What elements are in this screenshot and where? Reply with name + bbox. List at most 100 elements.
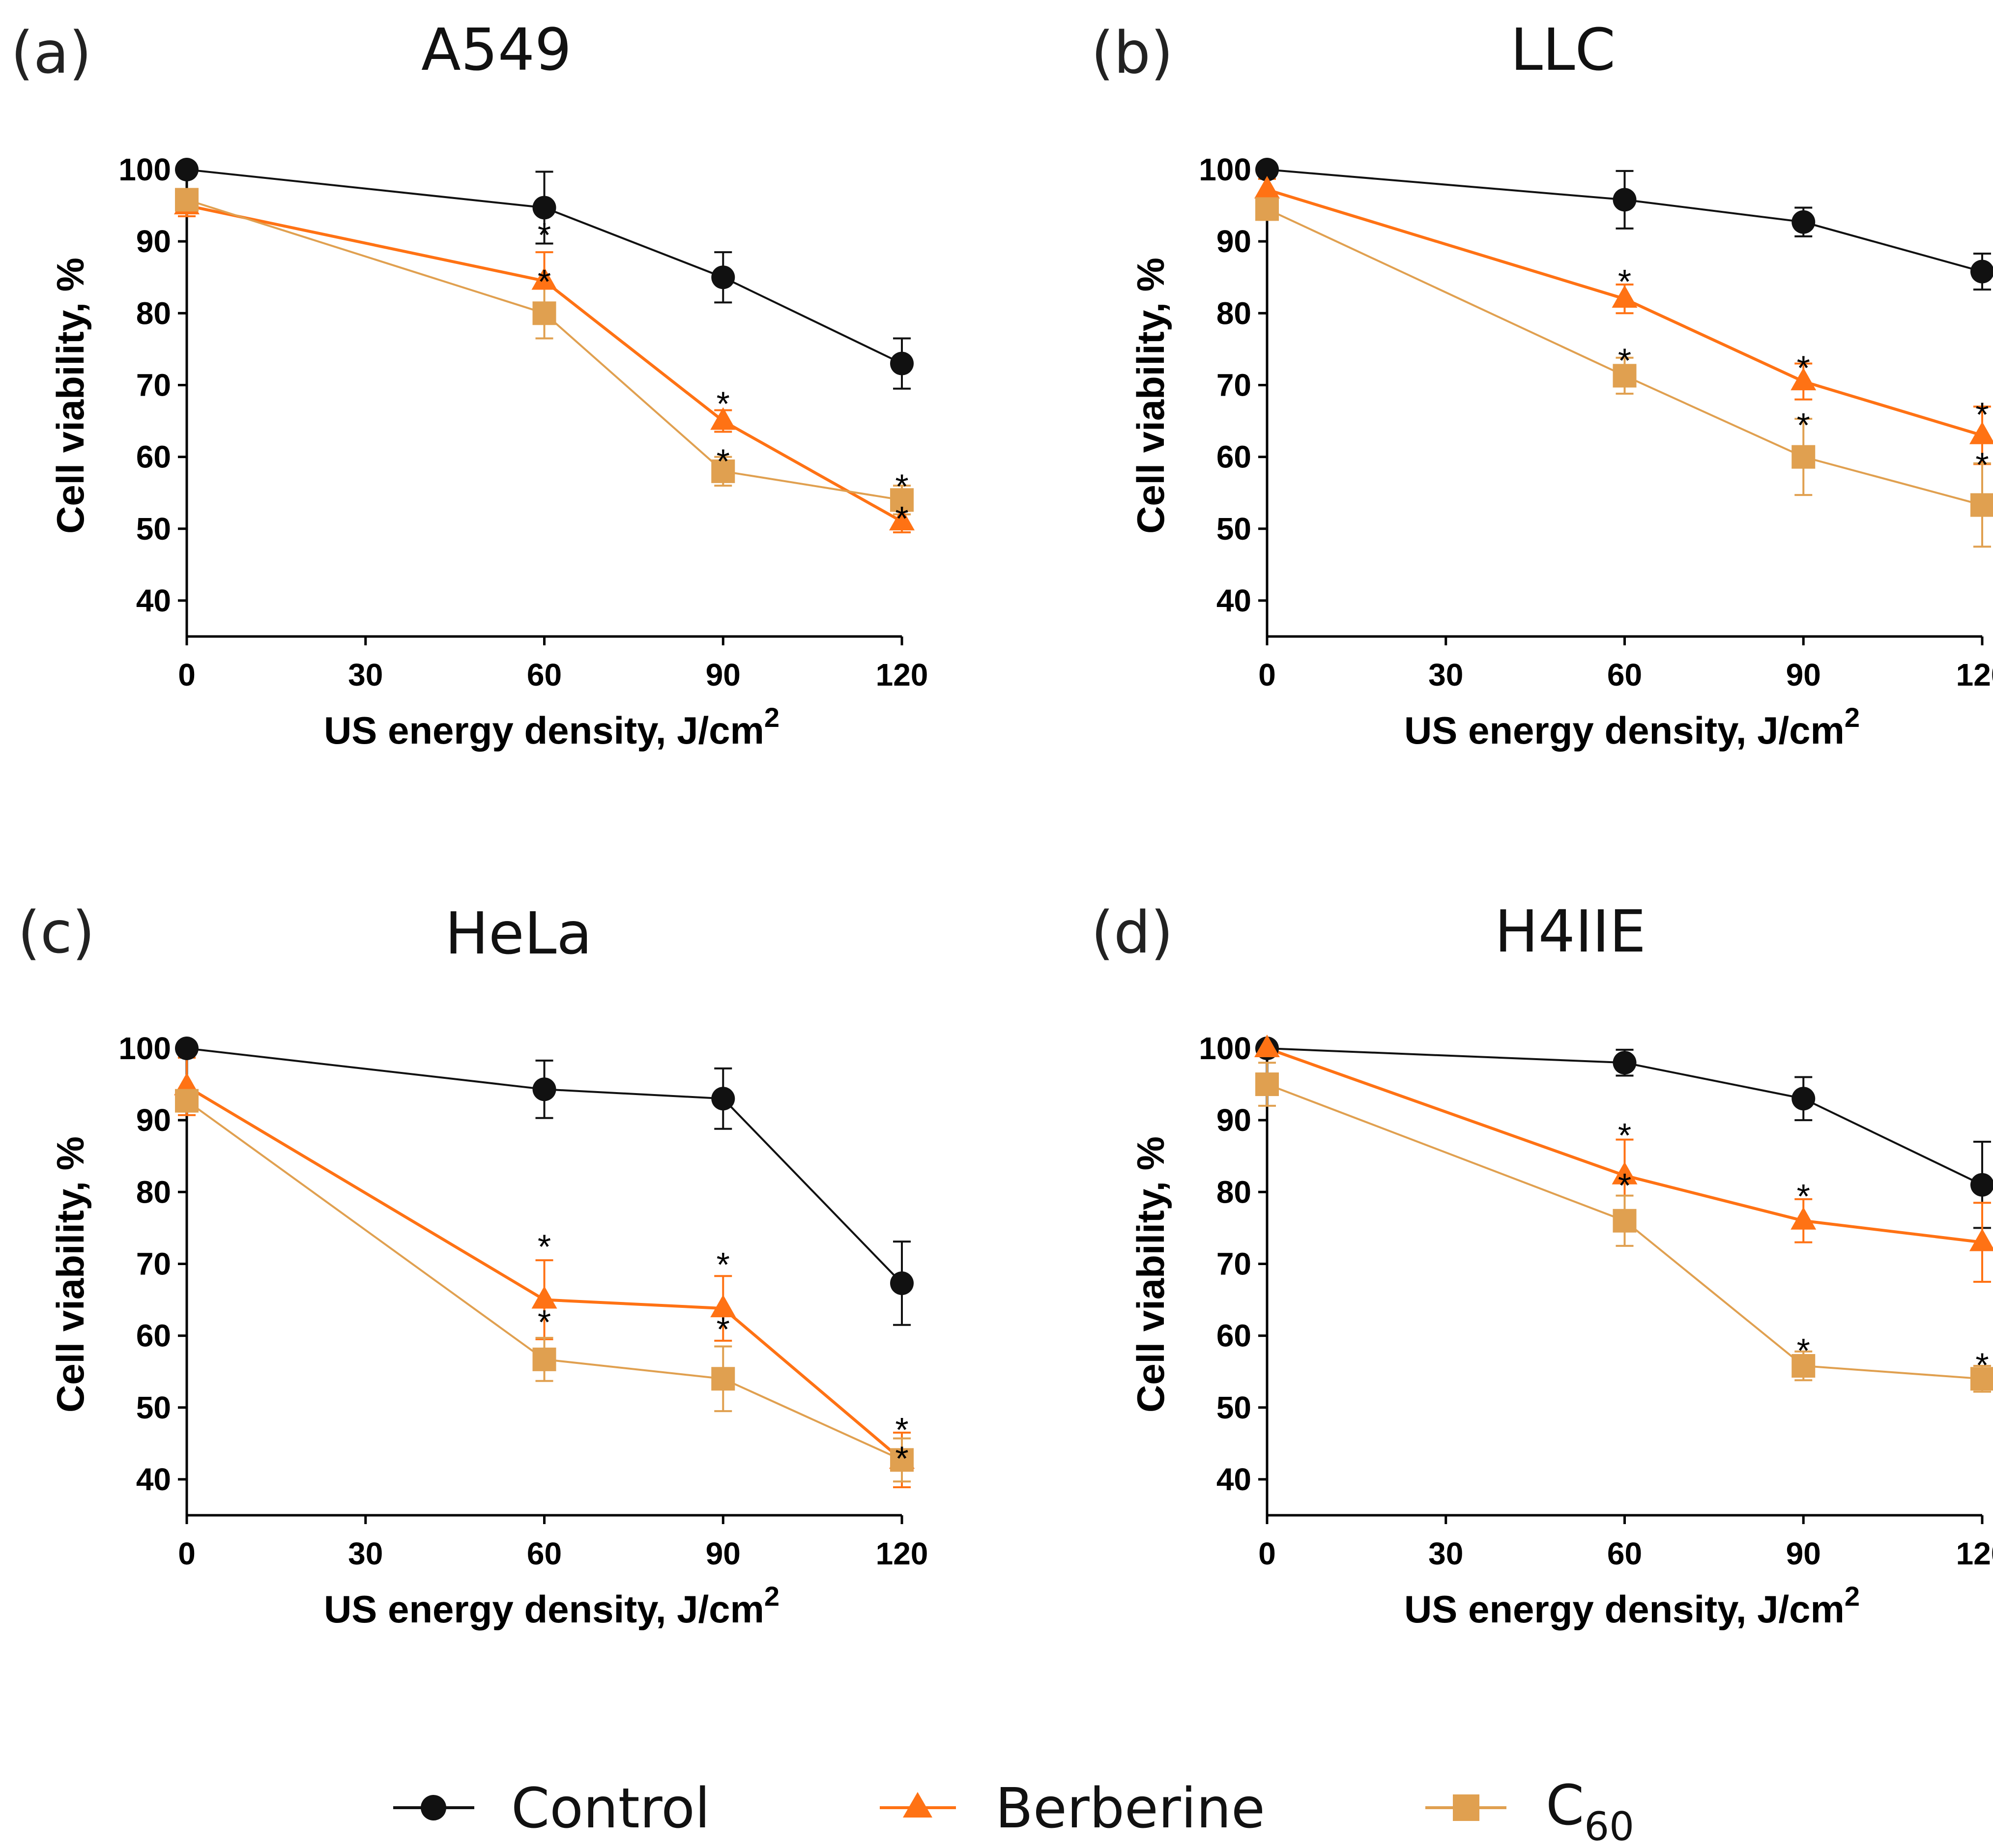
x-axis-label: US energy density, J/cm2	[324, 702, 780, 752]
panel-d: (d) H4IIE 40 50 60 70 80 90 100 0 30 60 90 120 Cell …	[1091, 897, 1993, 1631]
data-point-c60	[1791, 1354, 1816, 1378]
x-tick-label: 120	[1956, 1536, 1993, 1571]
x-axis-label: US energy density, J/cm2	[324, 1581, 780, 1631]
y-tick-label: 60	[1216, 1318, 1251, 1354]
data-point-c60	[1791, 445, 1816, 469]
significance-star: *	[895, 1439, 908, 1477]
y-tick-label: 90	[1216, 1102, 1251, 1138]
x-tick-label: 30	[1428, 657, 1463, 693]
data-point-berberine	[531, 1286, 557, 1309]
x-tick-label: 90	[706, 657, 741, 693]
y-tick-label: 80	[136, 1174, 171, 1210]
y-tick-label: 90	[136, 224, 171, 259]
x-tick-label: 120	[876, 657, 928, 693]
panel-c-title: HeLa	[445, 899, 592, 967]
data-point-control	[1613, 1051, 1637, 1075]
data-point-c60	[1255, 197, 1279, 221]
legend-c60-label: C60	[1546, 1774, 1634, 1848]
series-line-control	[1267, 1047, 1983, 1186]
legend-control-marker	[421, 1795, 446, 1820]
legend-c60-main: C	[1546, 1774, 1584, 1838]
data-point-berberine	[531, 267, 557, 290]
significance-star: *	[538, 216, 551, 254]
series-line-control	[1267, 169, 1983, 273]
series-line-berberine	[1266, 1047, 1983, 1244]
legend-control: Control	[393, 1777, 710, 1841]
x-axis-label-text: US energy density, J/cm	[1404, 709, 1845, 752]
significance-star: *	[1975, 395, 1989, 433]
panel-b-plot: 40 50 60 70 80 90 100 0 30 60 90 120 Cell viability,…	[1129, 152, 1993, 752]
significance-star: *	[717, 384, 730, 423]
x-axis-label-superscript: 2	[764, 1581, 780, 1612]
y-tick-label: 50	[136, 1390, 171, 1425]
legend-c60-marker	[1453, 1794, 1479, 1821]
panel-d-plot: 40 50 60 70 80 90 100 0 30 60 90 120 Cell viability,…	[1129, 1031, 1993, 1631]
y-tick-label: 100	[1199, 1031, 1251, 1066]
significance-star: *	[895, 499, 908, 538]
data-point-berberine	[710, 407, 736, 430]
y-tick-label: 70	[1216, 367, 1251, 403]
significance-star: *	[1975, 446, 1989, 484]
series-line-c60	[186, 1100, 902, 1461]
y-tick-label: 80	[1216, 1174, 1251, 1210]
legend-berberine-marker	[903, 1792, 932, 1818]
x-tick-label: 0	[1258, 1536, 1276, 1571]
data-point-control	[711, 1087, 735, 1111]
y-tick-label: 70	[136, 1246, 171, 1281]
series-line-berberine	[186, 204, 903, 523]
data-point-c60	[1970, 493, 1993, 517]
data-point-control	[1970, 1173, 1993, 1197]
data-point-berberine	[710, 1295, 736, 1318]
x-tick-label: 30	[348, 1536, 383, 1571]
data-point-c60	[532, 301, 556, 325]
panel-a-letter: (a)	[11, 19, 91, 87]
data-point-berberine	[1254, 1035, 1280, 1057]
series-line-c60	[1267, 208, 1983, 506]
significance-star: *	[538, 1227, 551, 1266]
data-point-control	[1791, 210, 1816, 234]
data-point-control	[1613, 188, 1637, 212]
legend-c60-subscript: 60	[1584, 1804, 1634, 1848]
y-tick-label: 60	[136, 439, 171, 475]
significance-star: *	[1618, 1166, 1631, 1205]
panel-c-letter: (c)	[18, 898, 95, 966]
x-axis-label-superscript: 2	[764, 702, 780, 733]
panel-d-letter: (d)	[1091, 898, 1173, 966]
x-tick-label: 0	[178, 657, 196, 693]
panel-c-plot: 40 50 60 70 80 90 100 0 30 60 90 120 Cell viability,…	[49, 1031, 928, 1631]
x-tick-label: 90	[1786, 657, 1821, 693]
data-point-c60	[175, 1089, 199, 1113]
data-point-c60	[711, 459, 735, 483]
series-line-control	[186, 1047, 903, 1284]
x-axis-label-text: US energy density, J/cm	[1404, 1588, 1845, 1631]
x-axis-label-superscript: 2	[1845, 702, 1860, 733]
significance-star: *	[1797, 406, 1810, 444]
y-axis-label: Cell viability, %	[49, 1136, 92, 1413]
y-tick-label: 40	[136, 583, 171, 618]
significance-star: *	[895, 1411, 908, 1449]
y-tick-label: 70	[136, 367, 171, 403]
x-tick-label: 60	[527, 657, 562, 693]
x-tick-label: 0	[178, 1536, 196, 1571]
x-axis-label: US energy density, J/cm2	[1404, 1581, 1860, 1631]
x-tick-label: 60	[527, 1536, 562, 1571]
x-tick-label: 90	[706, 1536, 741, 1571]
panel-b-letter: (b)	[1091, 19, 1173, 87]
y-tick-label: 80	[136, 295, 171, 331]
data-point-c60	[532, 1347, 556, 1371]
x-axis-label-superscript: 2	[1845, 1581, 1860, 1612]
data-point-c60	[1613, 364, 1637, 388]
significance-star: *	[1618, 342, 1631, 380]
y-tick-label: 40	[1216, 1462, 1251, 1497]
x-axis-label-text: US energy density, J/cm	[324, 709, 764, 752]
x-tick-label: 30	[348, 657, 383, 693]
data-point-control	[890, 351, 914, 375]
series-line-berberine	[1267, 188, 1983, 437]
data-point-c60	[1970, 1367, 1993, 1391]
data-point-berberine	[1612, 285, 1638, 308]
significance-star: *	[1797, 348, 1810, 387]
y-tick-label: 60	[1216, 439, 1251, 475]
legend-c60: C60	[1425, 1774, 1634, 1848]
x-tick-label: 30	[1428, 1536, 1463, 1571]
